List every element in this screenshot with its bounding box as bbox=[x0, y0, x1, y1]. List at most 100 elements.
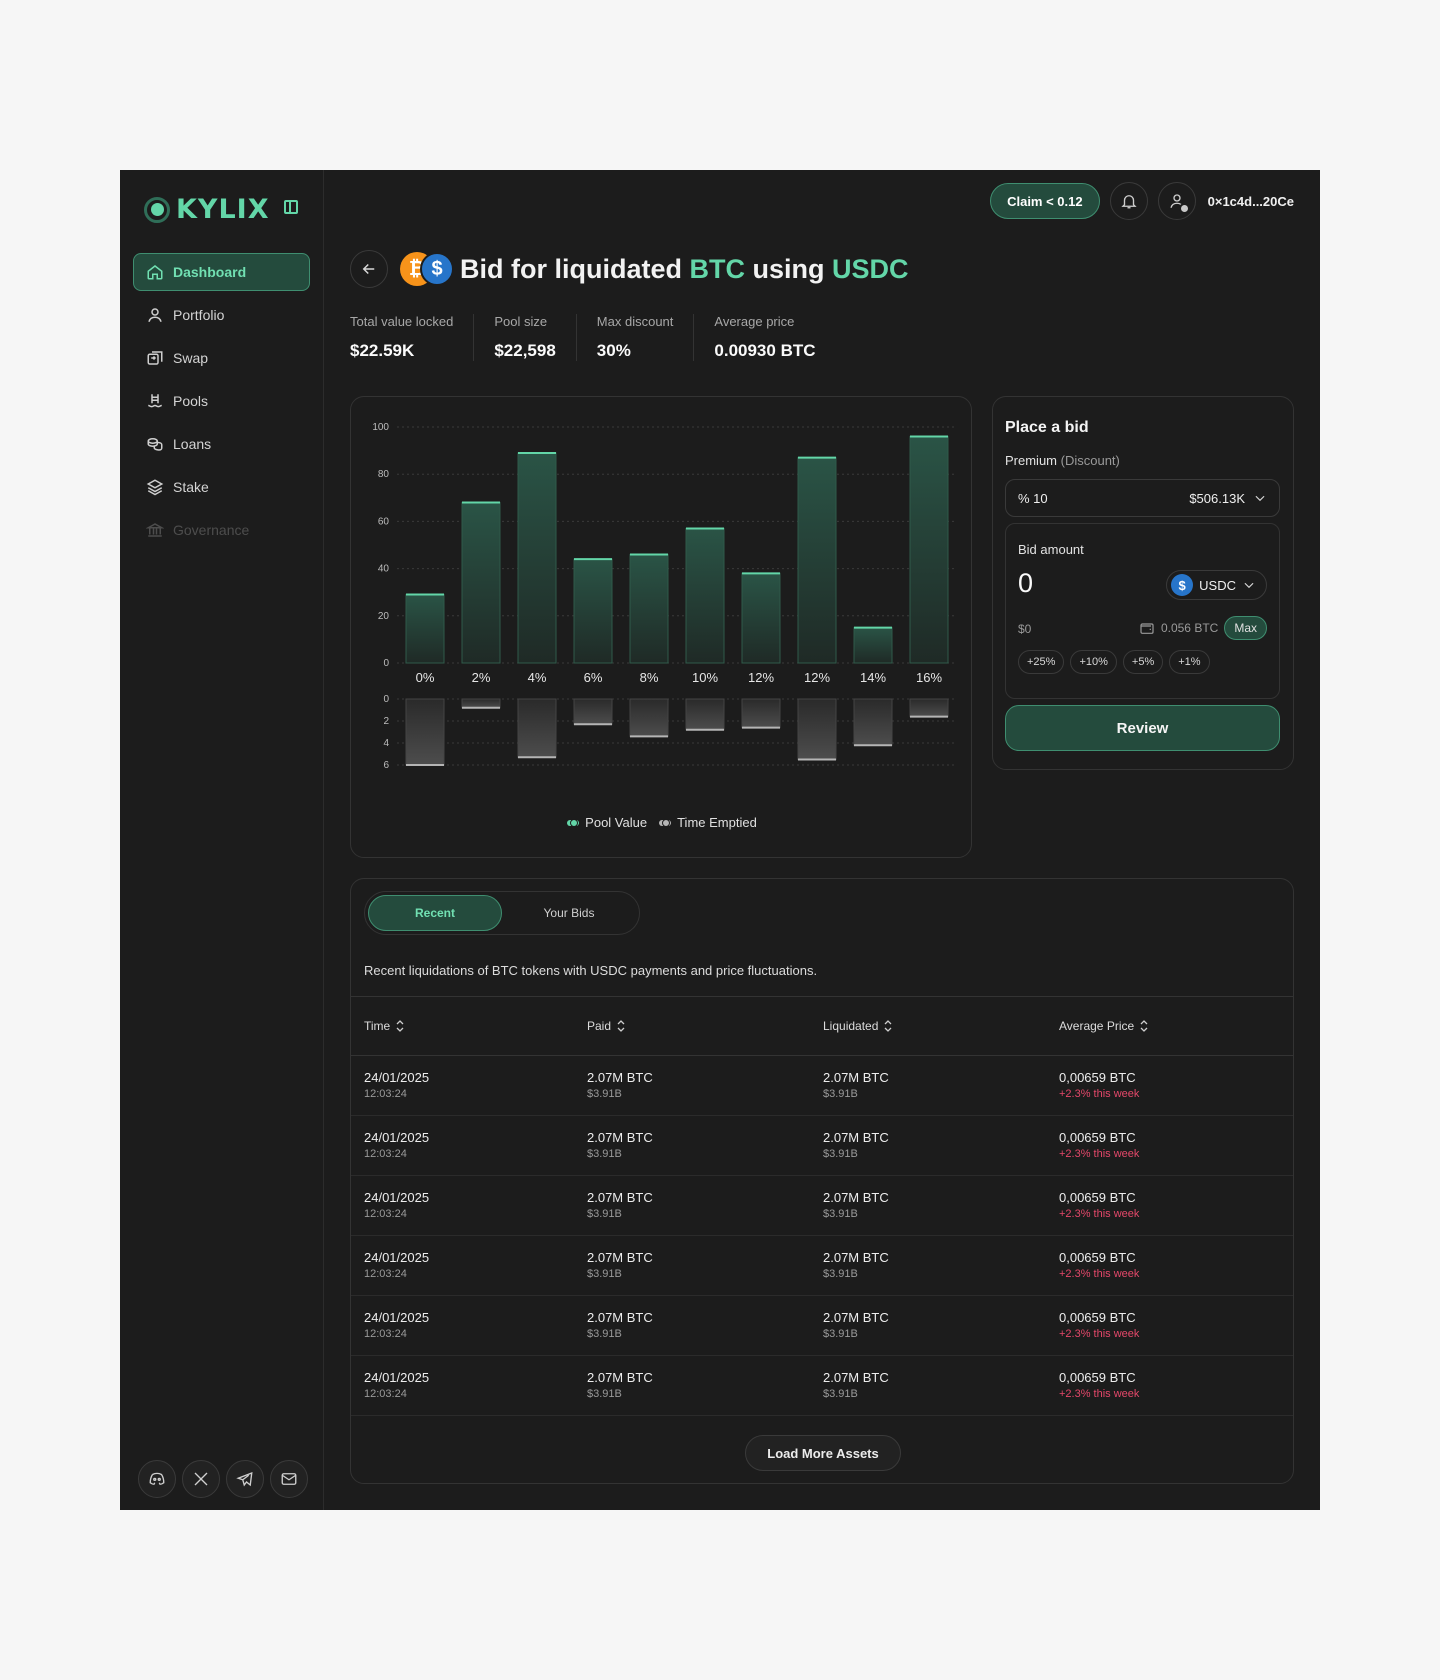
cell-sub: $3.91B bbox=[823, 1148, 858, 1160]
wallet-address[interactable]: 0×1c4d...20Ce bbox=[1207, 193, 1294, 209]
token-select[interactable]: $ USDC bbox=[1166, 570, 1267, 600]
premium-right: $506.13K bbox=[1189, 491, 1267, 506]
stat-label: Total value locked bbox=[350, 314, 454, 329]
usdc-token-icon: $ bbox=[420, 252, 454, 286]
premium-hint: (Discount) bbox=[1060, 453, 1120, 468]
cell-main: 2.07M BTC bbox=[587, 1070, 653, 1085]
amount-chips: +25% +10% +5% +1% bbox=[1018, 650, 1210, 674]
sidebar-collapse-icon[interactable] bbox=[284, 200, 298, 214]
bid-amount-label: Bid amount bbox=[1018, 542, 1084, 557]
time-emptied-bar bbox=[461, 698, 501, 709]
cell-main: 2.07M BTC bbox=[823, 1370, 889, 1385]
column-header-average-price[interactable]: Average Price bbox=[1059, 1019, 1148, 1033]
legend-item-time-emptied[interactable]: Time Emptied bbox=[659, 815, 757, 830]
chip-25-percent[interactable]: +25% bbox=[1018, 650, 1065, 674]
cell-main: 24/01/2025 bbox=[364, 1310, 430, 1325]
cell-sub: $3.91B bbox=[587, 1088, 622, 1100]
telegram-link[interactable] bbox=[226, 1460, 264, 1498]
y-tick-label-bottom: 0 bbox=[383, 694, 389, 705]
price-change: +2.3% this week bbox=[1059, 1088, 1140, 1100]
sidebar-item-label: Pools bbox=[173, 393, 209, 409]
user-icon bbox=[148, 308, 162, 322]
cell-paid: 2.07M BTC $3.91B bbox=[587, 1070, 653, 1100]
cell-main: 24/01/2025 bbox=[364, 1130, 430, 1145]
table-row[interactable]: 24/01/2025 12:03:24 2.07M BTC $3.91B 2.07M B… bbox=[351, 1356, 1293, 1416]
y-tick-label-bottom: 6 bbox=[383, 760, 389, 771]
x-link[interactable] bbox=[182, 1460, 220, 1498]
pool-value-bar bbox=[741, 572, 781, 664]
table-row[interactable]: 24/01/2025 12:03:24 2.07M BTC $3.91B 2.07M B… bbox=[351, 1236, 1293, 1296]
layers-icon bbox=[146, 479, 164, 496]
cell-average-price: 0,00659 BTC +2.3% this week bbox=[1059, 1070, 1139, 1100]
load-more-button[interactable]: Load More Assets bbox=[745, 1435, 901, 1471]
sidebar-item-loans[interactable]: Loans bbox=[133, 425, 310, 463]
cell-liquidated: 2.07M BTC $3.91B bbox=[823, 1190, 889, 1220]
bid-title: Place a bid bbox=[1005, 419, 1089, 436]
stat-label: Max discount bbox=[596, 314, 674, 329]
column-header-liquidated[interactable]: Liquidated bbox=[823, 1019, 892, 1033]
cell-liquidated: 2.07M BTC $3.91B bbox=[823, 1370, 889, 1400]
cell-average-price: 0,00659 BTC +2.3% this week bbox=[1059, 1190, 1139, 1220]
cell-main: 2.07M BTC bbox=[587, 1250, 653, 1265]
pool-chart-card: 0 20 40 60 80 100 0 2 4 6 0% 2% 4% 6% 8% 10% 12% 12% 14% 16… bbox=[350, 396, 972, 858]
mail-link[interactable] bbox=[270, 1460, 308, 1498]
arrow-left-icon bbox=[362, 263, 375, 275]
cell-main: 2.07M BTC bbox=[587, 1310, 653, 1325]
cell-time: 24/01/2025 12:03:24 bbox=[364, 1130, 429, 1160]
legend-item-pool-value[interactable]: Pool Value bbox=[567, 815, 647, 830]
time-emptied-bar bbox=[405, 698, 445, 766]
bid-usd-value: $0 bbox=[1018, 622, 1032, 636]
column-header-time[interactable]: Time bbox=[364, 1019, 404, 1033]
price-change: +2.3% this week bbox=[1059, 1148, 1140, 1160]
sidebar-item-governance[interactable]: Governance bbox=[133, 511, 310, 549]
max-button[interactable]: Max bbox=[1224, 616, 1267, 640]
sidebar-item-portfolio[interactable]: Portfolio bbox=[133, 296, 310, 334]
account-button[interactable] bbox=[1157, 182, 1196, 220]
time-emptied-bar bbox=[629, 698, 669, 737]
stat-value: 30% bbox=[596, 341, 631, 360]
discord-link[interactable] bbox=[138, 1460, 176, 1498]
back-button[interactable] bbox=[350, 250, 388, 288]
premium-amount: $506.13K bbox=[1189, 490, 1245, 506]
review-button[interactable]: Review bbox=[1005, 705, 1280, 751]
table-description: Recent liquidations of BTC tokens with U… bbox=[364, 963, 818, 978]
chip-5-percent[interactable]: +5% bbox=[1122, 650, 1164, 674]
notifications-button[interactable] bbox=[1109, 182, 1148, 220]
cell-main: 2.07M BTC bbox=[823, 1190, 889, 1205]
cell-paid: 2.07M BTC $3.91B bbox=[587, 1190, 653, 1220]
table-row[interactable]: 24/01/2025 12:03:24 2.07M BTC $3.91B 2.07M B… bbox=[351, 1056, 1293, 1116]
tab-recent[interactable]: Recent bbox=[368, 895, 502, 931]
token-pair: ₿ $ bbox=[400, 252, 454, 286]
cell-sub: 12:03:24 bbox=[364, 1208, 407, 1220]
time-emptied-bar bbox=[797, 698, 837, 760]
table-row[interactable]: 24/01/2025 12:03:24 2.07M BTC $3.91B 2.07M B… bbox=[351, 1176, 1293, 1236]
coins-icon bbox=[147, 438, 163, 451]
table-row[interactable]: 24/01/2025 12:03:24 2.07M BTC $3.91B 2.07M B… bbox=[351, 1116, 1293, 1176]
brand-logo[interactable]: KYLIX bbox=[144, 194, 270, 225]
premium-select[interactable]: % 10 $506.13K bbox=[1005, 479, 1280, 517]
sidebar-item-label: Loans bbox=[173, 436, 212, 452]
sidebar-item-dashboard[interactable]: Dashboard bbox=[133, 253, 310, 291]
pool-value-bar bbox=[405, 594, 445, 664]
column-header-paid[interactable]: Paid bbox=[587, 1019, 625, 1033]
tab-your-bids[interactable]: Your Bids bbox=[543, 906, 595, 920]
chip-1-percent[interactable]: +1% bbox=[1169, 650, 1210, 674]
cell-main: 24/01/2025 bbox=[364, 1070, 430, 1085]
sidebar-item-stake[interactable]: Stake bbox=[133, 468, 310, 506]
cell-main: 24/01/2025 bbox=[364, 1250, 430, 1265]
table-row[interactable]: 24/01/2025 12:03:24 2.07M BTC $3.91B 2.07M B… bbox=[351, 1296, 1293, 1356]
sidebar: KYLIX Dashboard Portfolio Swap Pools bbox=[120, 170, 324, 1510]
token-select-label: USDC bbox=[1199, 577, 1236, 593]
time-emptied-bar bbox=[909, 698, 949, 718]
sidebar-item-pools[interactable]: Pools bbox=[133, 382, 310, 420]
cell-sub: $3.91B bbox=[587, 1328, 622, 1340]
page-header: ₿ $ Bid for liquidated BTC using USDC bbox=[350, 250, 909, 288]
sidebar-nav: Dashboard Portfolio Swap Pools Loans Sta… bbox=[133, 253, 310, 554]
table-header: Time Paid Liquidated Average Price bbox=[351, 996, 1293, 1056]
chip-10-percent[interactable]: +10% bbox=[1070, 650, 1117, 674]
cell-sub: $3.91B bbox=[823, 1208, 858, 1220]
bid-amount-input[interactable] bbox=[1018, 568, 1138, 599]
claim-button[interactable]: Claim < 0.12 bbox=[990, 183, 1100, 219]
premium-label-text: Premium bbox=[1005, 453, 1058, 468]
sidebar-item-swap[interactable]: Swap bbox=[133, 339, 310, 377]
